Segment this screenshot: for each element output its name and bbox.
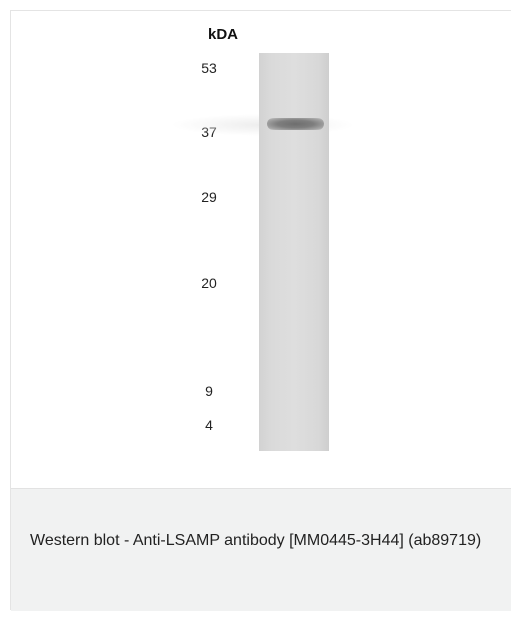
marker-label-29: 29 [201, 189, 217, 205]
western-blot-figure: kDA 5337292094 [11, 11, 511, 489]
marker-label-9: 9 [205, 383, 213, 399]
protein-band [267, 118, 324, 130]
figure-card: kDA 5337292094 Western blot - Anti-LSAMP… [10, 10, 511, 611]
figure-caption-panel: Western blot - Anti-LSAMP antibody [MM04… [11, 489, 511, 611]
blot-lane [259, 53, 329, 451]
figure-caption: Western blot - Anti-LSAMP antibody [MM04… [30, 532, 482, 549]
kda-unit-label: kDA [208, 26, 239, 43]
marker-label-53: 53 [201, 60, 217, 76]
marker-label-20: 20 [201, 275, 217, 291]
marker-label-4: 4 [205, 417, 213, 433]
